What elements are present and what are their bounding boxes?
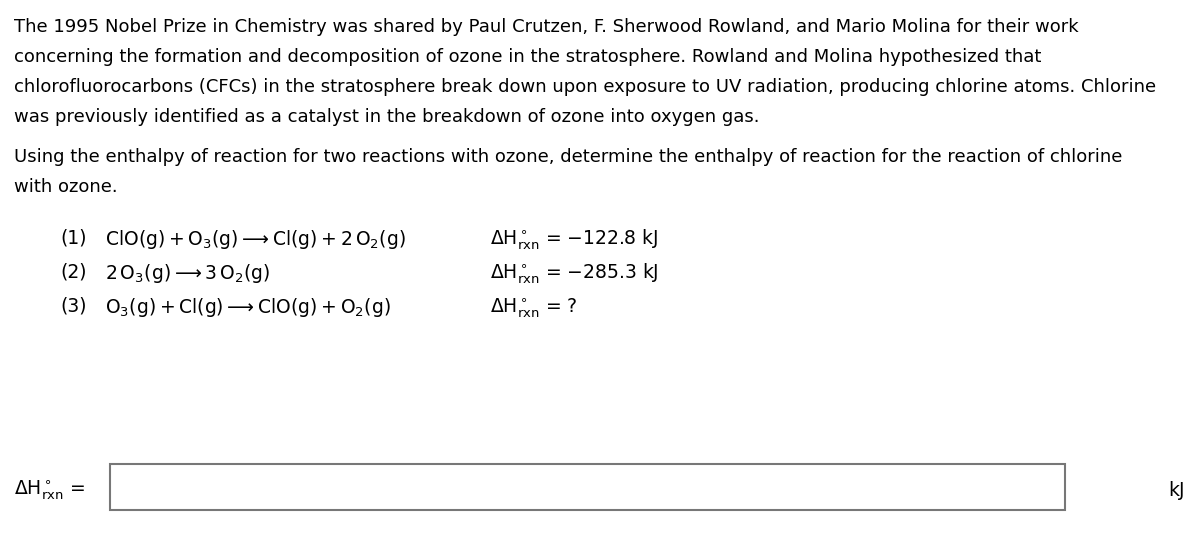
Text: chlorofluorocarbons (CFCs) in the stratosphere break down upon exposure to UV ra: chlorofluorocarbons (CFCs) in the strato…	[14, 78, 1156, 96]
Text: $\mathregular{O_3(g) + Cl(g) \longrightarrow ClO(g) + O_2(g)}$: $\mathregular{O_3(g) + Cl(g) \longrighta…	[106, 296, 391, 319]
Text: $\mathregular{\Delta H^\circ_{rxn}}$ = −122.8 kJ: $\mathregular{\Delta H^\circ_{rxn}}$ = −…	[490, 228, 658, 253]
Text: $\mathregular{\Delta H^\circ_{rxn}}$ =: $\mathregular{\Delta H^\circ_{rxn}}$ =	[14, 478, 85, 502]
Text: (1): (1)	[60, 228, 86, 247]
Text: Using the enthalpy of reaction for two reactions with ozone, determine the entha: Using the enthalpy of reaction for two r…	[14, 148, 1122, 166]
Text: The 1995 Nobel Prize in Chemistry was shared by Paul Crutzen, F. Sherwood Rowlan: The 1995 Nobel Prize in Chemistry was sh…	[14, 18, 1079, 36]
Text: (2): (2)	[60, 262, 86, 281]
Text: was previously identified as a catalyst in the breakdown of ozone into oxygen ga: was previously identified as a catalyst …	[14, 108, 760, 126]
Bar	[110, 464, 1066, 510]
Text: $\mathregular{2\,O_3(g) \longrightarrow 3\,O_2(g)}$: $\mathregular{2\,O_3(g) \longrightarrow …	[106, 262, 270, 285]
Text: $\mathregular{ClO(g) + O_3(g) \longrightarrow Cl(g) + 2\,O_2(g)}$: $\mathregular{ClO(g) + O_3(g) \longright…	[106, 228, 406, 251]
Text: $\mathregular{\Delta H^\circ_{rxn}}$ = ?: $\mathregular{\Delta H^\circ_{rxn}}$ = ?	[490, 296, 577, 320]
Text: with ozone.: with ozone.	[14, 178, 118, 196]
Text: concerning the formation and decomposition of ozone in the stratosphere. Rowland: concerning the formation and decompositi…	[14, 48, 1042, 66]
Text: (3): (3)	[60, 296, 86, 315]
Text: $\mathregular{\Delta H^\circ_{rxn}}$ = −285.3 kJ: $\mathregular{\Delta H^\circ_{rxn}}$ = −…	[490, 262, 659, 286]
Text: kJ: kJ	[1169, 480, 1186, 499]
